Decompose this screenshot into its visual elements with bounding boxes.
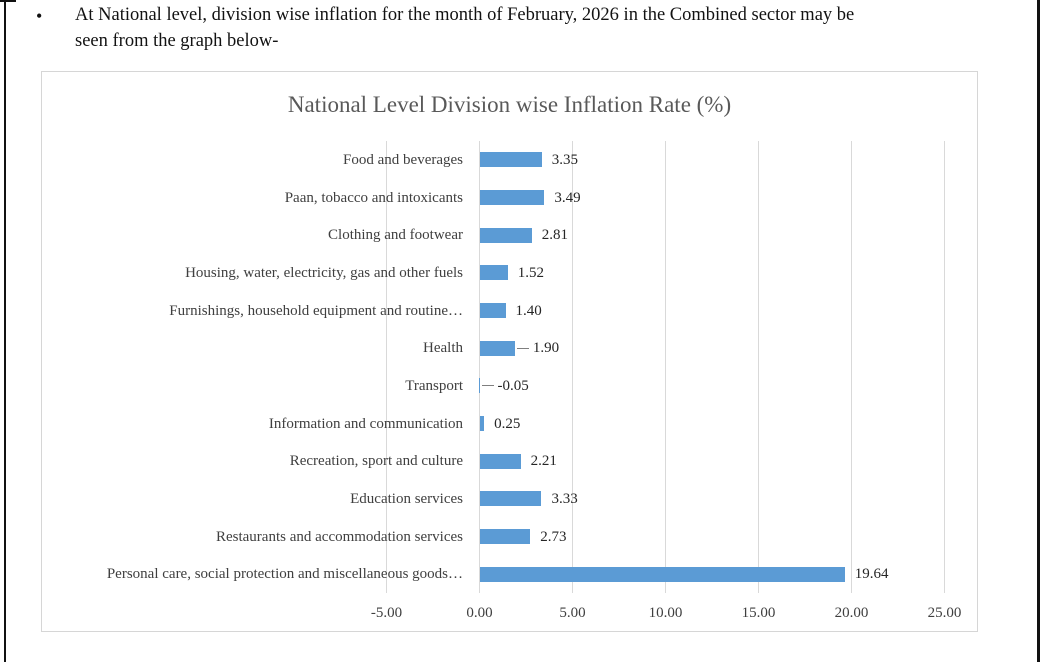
category-label: Information and communication bbox=[268, 415, 463, 432]
gridline bbox=[944, 141, 945, 593]
category-label: Housing, water, electricity, gas and oth… bbox=[185, 264, 463, 281]
label-leader-line bbox=[481, 385, 494, 387]
page-border-right bbox=[1037, 0, 1040, 662]
bar bbox=[479, 566, 845, 582]
intro-paragraph-line-1: At National level, division wise inflati… bbox=[75, 5, 855, 25]
intro-paragraph-line-2: seen from the graph below- bbox=[75, 31, 279, 51]
gridline bbox=[758, 141, 759, 593]
gridline bbox=[479, 141, 480, 593]
category-label: Food and beverages bbox=[343, 151, 463, 168]
inflation-bar-chart: National Level Division wise Inflation R… bbox=[41, 71, 978, 632]
bar-value-label: 2.21 bbox=[530, 453, 557, 470]
category-label: Paan, tobacco and intoxicants bbox=[284, 189, 463, 206]
intro-paragraph: At National level, division wise inflati… bbox=[75, 2, 854, 54]
plot-area: -5.00 0.00 5.00 10.00 15.00 20.00 25.00 Food an… bbox=[42, 72, 977, 631]
gridline bbox=[572, 141, 573, 593]
category-label: Recreation, sport and culture bbox=[289, 453, 463, 470]
bar-value-label: 3.35 bbox=[551, 151, 579, 168]
bar bbox=[479, 529, 531, 544]
category-label: Clothing and footwear bbox=[328, 227, 463, 244]
bar bbox=[479, 190, 545, 205]
x-tick-label: 5.00 bbox=[559, 605, 586, 621]
chart-title: National Level Division wise Inflation R… bbox=[287, 92, 732, 117]
bar-value-label: 19.64 bbox=[854, 566, 889, 583]
x-tick-label: -5.00 bbox=[370, 605, 403, 621]
bar-value-label: 1.90 bbox=[532, 340, 560, 357]
x-tick-label: 20.00 bbox=[834, 605, 869, 621]
category-label: Personal care, social protection and mis… bbox=[106, 566, 463, 583]
category-label: Education services bbox=[350, 490, 463, 507]
category-label: Restaurants and accommodation services bbox=[215, 528, 463, 545]
page-border-left bbox=[4, 0, 6, 662]
bar-value-label: 2.73 bbox=[540, 528, 567, 545]
bar-value-label: 3.33 bbox=[551, 490, 578, 507]
x-tick-label: 25.00 bbox=[927, 605, 962, 621]
bar bbox=[479, 453, 521, 469]
category-label: Health bbox=[423, 340, 463, 357]
bar-value-label: 2.81 bbox=[541, 227, 569, 244]
gridline bbox=[851, 141, 852, 593]
x-tick-label: 0.00 bbox=[466, 605, 493, 621]
bar bbox=[479, 303, 506, 318]
category-label: Furnishings, household equipment and rou… bbox=[169, 302, 463, 319]
bullet-marker: • bbox=[36, 6, 43, 26]
gridline bbox=[386, 141, 387, 593]
x-tick-label: 15.00 bbox=[741, 605, 776, 621]
bar-value-label: 0.25 bbox=[494, 415, 521, 432]
bar bbox=[479, 491, 542, 507]
bar-value-label: 1.52 bbox=[517, 264, 545, 281]
bar-value-label: -0.05 bbox=[497, 377, 529, 394]
x-tick-label: 10.00 bbox=[648, 605, 683, 621]
bar bbox=[479, 340, 515, 356]
category-label: Transport bbox=[405, 377, 463, 394]
bar bbox=[479, 152, 542, 168]
bar bbox=[479, 416, 485, 431]
bar-value-label: 1.40 bbox=[515, 302, 542, 319]
gridline bbox=[665, 141, 666, 593]
bar bbox=[479, 265, 508, 281]
bar bbox=[478, 378, 480, 394]
page-border-top-nub bbox=[0, 0, 16, 2]
label-leader-line bbox=[516, 347, 529, 349]
bar-value-label: 3.49 bbox=[554, 189, 581, 206]
bar bbox=[479, 227, 532, 243]
